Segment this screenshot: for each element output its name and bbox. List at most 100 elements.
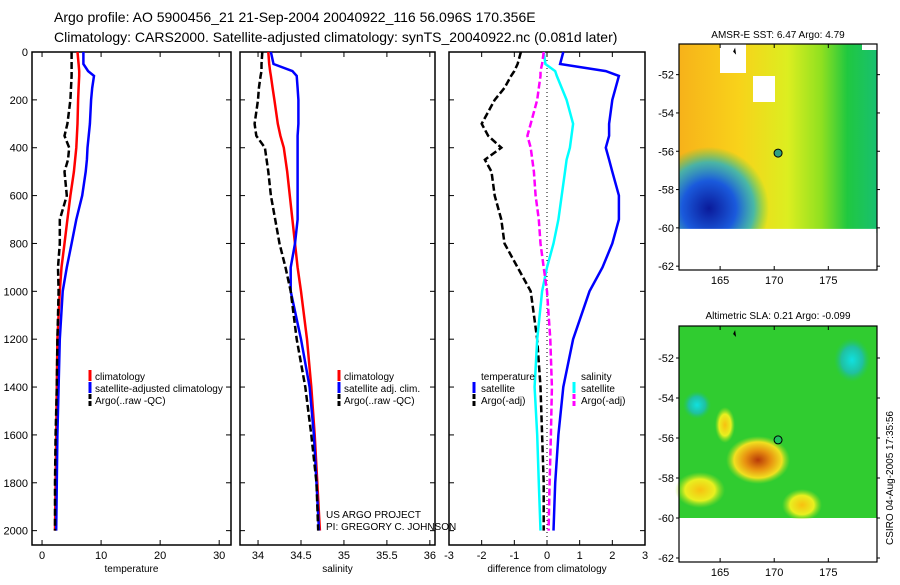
- sla-low-anomaly: [834, 338, 870, 382]
- x-tick-label: 1: [577, 550, 583, 562]
- sla-map-axes: 165 170 175 -52 -54 -56 -58 -60 -62: [658, 325, 880, 579]
- latitude-label: -54: [658, 393, 674, 405]
- x-tick-label: 34.5: [290, 550, 311, 562]
- series-line-satellite-adjusted-climatology: [54, 52, 96, 531]
- latitude-label: -52: [658, 70, 674, 82]
- plot-frame: [239, 51, 436, 546]
- series-line-argo-raw-qc-: [253, 51, 320, 531]
- longitude-label: 165: [711, 275, 729, 287]
- sla-high-anomaly: [715, 407, 735, 443]
- series-line-argo-raw-qc-: [53, 52, 73, 531]
- legend-label: satellite: [481, 384, 515, 395]
- salinity-panel: 34 34.5 35 35.5 36 salinity: [239, 51, 436, 575]
- latitude-label: -58: [658, 473, 674, 485]
- x-tick-label: 10: [95, 550, 107, 562]
- difference-panel: -3 -2 -1 0 1 2 3 difference from climatology: [444, 51, 648, 575]
- x-axis-label: salinity: [322, 564, 353, 575]
- timestamp-credit: CSIRO 04-Aug-2005 17:35:56: [885, 411, 896, 545]
- difference-legend: temperature satellite Argo(-adj) salinit…: [472, 372, 625, 407]
- map-frame: [678, 43, 878, 271]
- latitude-label: -54: [658, 108, 674, 120]
- x-axis-label: temperature: [105, 564, 159, 575]
- x-tick-label: -2: [477, 550, 487, 562]
- series-line-satellite-adj-clim-: [269, 51, 321, 531]
- x-tick-label: 30: [213, 550, 225, 562]
- map-frame: [678, 325, 878, 563]
- project-credit: US ARGO PROJECT: [326, 510, 421, 521]
- x-tick-label: 36: [424, 550, 436, 562]
- x-tick-label: 35: [338, 550, 350, 562]
- legend-header: temperature: [481, 372, 535, 383]
- x-tick-label: 0: [544, 550, 550, 562]
- x-tick-label: -1: [509, 550, 519, 562]
- latitude-label: -62: [658, 553, 674, 565]
- longitude-label: 175: [819, 275, 837, 287]
- sla-low-anomaly: [683, 391, 711, 419]
- legend-label: satellite-adjusted climatology: [95, 384, 223, 395]
- y-tick-label: 200: [10, 95, 28, 107]
- y-tick-label: 1600: [4, 430, 28, 442]
- sst-map-title: AMSR-E SST: 6.47 Argo: 4.79: [711, 30, 845, 41]
- legend-label: climatology: [344, 372, 394, 383]
- y-tick-label: 600: [10, 191, 28, 203]
- latitude-label: -52: [658, 353, 674, 365]
- longitude-label: 170: [765, 275, 783, 287]
- longitude-label: 170: [765, 567, 783, 579]
- y-tick-label: 1400: [4, 382, 28, 394]
- missing-data-patch: [753, 76, 775, 102]
- sla-map: Altimetric SLA: 0.21 Argo: -0.099: [675, 311, 877, 521]
- longitude-label: 175: [819, 567, 837, 579]
- longitude-label: 165: [711, 567, 729, 579]
- figure-title-line1: Argo profile: AO 5900456_21 21-Sep-2004 …: [54, 9, 536, 25]
- pi-credit: PI: GREGORY C. JOHNSON: [326, 522, 456, 533]
- sst-map-axes: 165 170 175 -52 -54 -56 -58 -60 -62: [658, 43, 880, 287]
- legend-header: salinity: [581, 372, 612, 383]
- plot-frame: [448, 51, 646, 546]
- island-icon: [733, 47, 737, 55]
- argo-float-marker: [773, 435, 783, 445]
- x-axis-label: difference from climatology: [487, 564, 606, 575]
- legend-label: Argo(-adj): [581, 396, 625, 407]
- argo-float-marker: [773, 148, 783, 158]
- y-tick-label: 2000: [4, 526, 28, 538]
- temperature-legend: climatology satellite-adjusted climatolo…: [88, 370, 223, 407]
- x-tick-label: -3: [444, 550, 454, 562]
- map-axes: 165 170 175 -52 -54 -56 -58 -60 -62 165 170 175 -52 -…: [658, 43, 880, 579]
- y-tick-label: 800: [10, 238, 28, 250]
- legend-label: Argo(-adj): [481, 396, 525, 407]
- series-line-argo-adj-: [526, 51, 554, 531]
- temperature-panel: 0 10 20 30 0 200 400 600 800 1000 1200 1400 1600 1800…: [4, 47, 232, 575]
- y-tick-label: 1200: [4, 334, 28, 346]
- x-tick-label: 3: [642, 550, 648, 562]
- y-tick-label: 0: [22, 47, 28, 59]
- legend-label: satellite: [581, 384, 615, 395]
- legend-label: Argo(..raw -QC): [344, 396, 415, 407]
- sla-high-anomaly: [782, 489, 822, 521]
- legend-label: climatology: [95, 372, 145, 383]
- missing-data-patch: [862, 44, 877, 50]
- series-line-satellite: [552, 51, 621, 531]
- latitude-label: -62: [658, 261, 674, 273]
- y-tick-label: 400: [10, 143, 28, 155]
- no-data-region: [679, 228, 877, 270]
- island-icon: [733, 330, 737, 337]
- latitude-label: -58: [658, 185, 674, 197]
- latitude-label: -56: [658, 433, 674, 445]
- x-tick-label: 0: [39, 550, 45, 562]
- x-tick-label: 35.5: [376, 550, 397, 562]
- sla-map-title: Altimetric SLA: 0.21 Argo: -0.099: [705, 311, 851, 322]
- plot-frame: [31, 51, 232, 546]
- series-line-satellite: [533, 51, 575, 531]
- sst-cold-region: [679, 110, 799, 233]
- legend-label: satellite adj. clim.: [344, 384, 420, 395]
- latitude-label: -60: [658, 513, 674, 525]
- no-data-region: [679, 519, 877, 562]
- series-line-argo-adj-: [480, 51, 545, 531]
- sla-high-anomaly: [726, 436, 790, 484]
- x-tick-label: 2: [609, 550, 615, 562]
- x-tick-label: 34: [252, 550, 264, 562]
- missing-data-patch: [720, 44, 746, 73]
- sst-map: AMSR-E SST: 6.47 Argo: 4.79: [679, 30, 877, 233]
- figure-title-line2: Climatology: CARS2000. Satellite-adjuste…: [54, 29, 617, 45]
